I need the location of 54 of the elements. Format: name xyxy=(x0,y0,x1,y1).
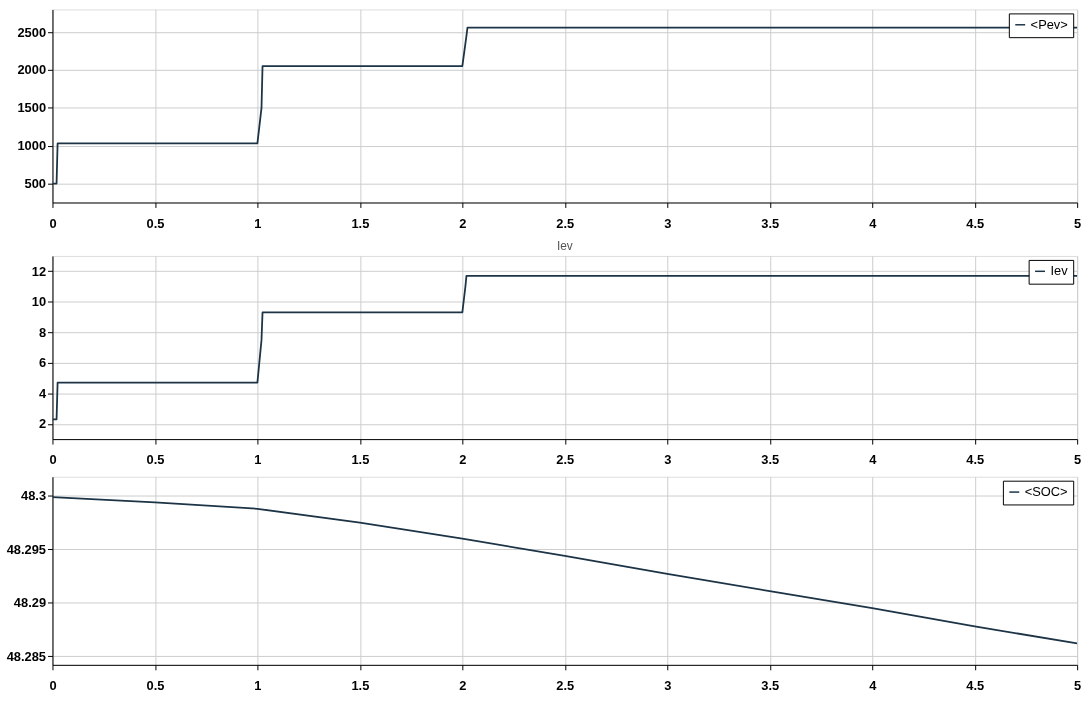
x-tick-label: 3.5 xyxy=(761,215,780,231)
y-tick-label: 1500 xyxy=(17,100,47,116)
x-tick-label: 3.5 xyxy=(761,452,780,468)
legend-label: <Pev> xyxy=(1030,16,1068,32)
x-tick-label: 4.5 xyxy=(966,678,985,694)
y-tick-label: 2000 xyxy=(17,62,47,78)
y-tick-label: 2 xyxy=(38,416,47,432)
x-tick-label: 1 xyxy=(254,678,262,694)
x-tick-label: 5 xyxy=(1074,452,1082,468)
chart-title: Iev xyxy=(556,239,573,254)
x-tick-label: 0 xyxy=(49,678,57,694)
x-tick-label: 4.5 xyxy=(966,215,985,231)
x-tick-label: 4 xyxy=(869,678,878,694)
x-tick-label: 1.5 xyxy=(351,678,370,694)
x-tick-label: 2.5 xyxy=(556,215,575,231)
y-tick-label: 12 xyxy=(31,263,47,279)
x-tick-label: 1 xyxy=(254,215,262,231)
x-tick-label: 3 xyxy=(664,678,672,694)
y-tick-label: 1000 xyxy=(17,138,47,154)
x-tick-label: 1.5 xyxy=(351,215,370,231)
x-tick-label: 2.5 xyxy=(556,678,575,694)
line-series xyxy=(52,274,1078,421)
y-tick-label: 8 xyxy=(38,324,47,340)
x-tick-label: 0 xyxy=(49,452,57,468)
y-tick-label: 2500 xyxy=(17,24,47,40)
y-tick-label: 500 xyxy=(24,176,47,192)
x-tick-label: 0.5 xyxy=(146,678,165,694)
x-tick-label: 5 xyxy=(1074,215,1082,231)
x-tick-label: 3 xyxy=(664,215,672,231)
x-tick-label: 4 xyxy=(869,452,878,468)
line-series xyxy=(52,496,1078,645)
y-tick-label: 48.295 xyxy=(6,541,47,557)
y-tick-label: 6 xyxy=(38,355,47,371)
y-tick-label: 48.29 xyxy=(13,595,47,611)
x-tick-label: 3 xyxy=(664,452,672,468)
x-tick-label: 2 xyxy=(459,215,467,231)
x-tick-label: 0.5 xyxy=(146,452,165,468)
x-tick-label: 0 xyxy=(49,215,57,231)
x-tick-label: 1.5 xyxy=(351,452,370,468)
legend-label: Iev xyxy=(1050,263,1069,279)
x-tick-label: 1 xyxy=(254,452,262,468)
y-tick-label: 4 xyxy=(38,385,47,401)
y-tick-label: 48.3 xyxy=(21,488,47,504)
x-tick-label: 3.5 xyxy=(761,678,780,694)
y-tick-label: 10 xyxy=(31,294,47,310)
legend-label: <SOC> xyxy=(1024,484,1068,500)
x-tick-label: 2.5 xyxy=(556,452,575,468)
y-tick-label: 48.285 xyxy=(6,648,47,664)
x-tick-label: 0.5 xyxy=(146,215,165,231)
x-tick-label: 4 xyxy=(869,215,878,231)
x-tick-label: 2 xyxy=(459,678,467,694)
x-tick-label: 5 xyxy=(1074,678,1082,694)
x-tick-label: 4.5 xyxy=(966,452,985,468)
x-tick-label: 2 xyxy=(459,452,467,468)
